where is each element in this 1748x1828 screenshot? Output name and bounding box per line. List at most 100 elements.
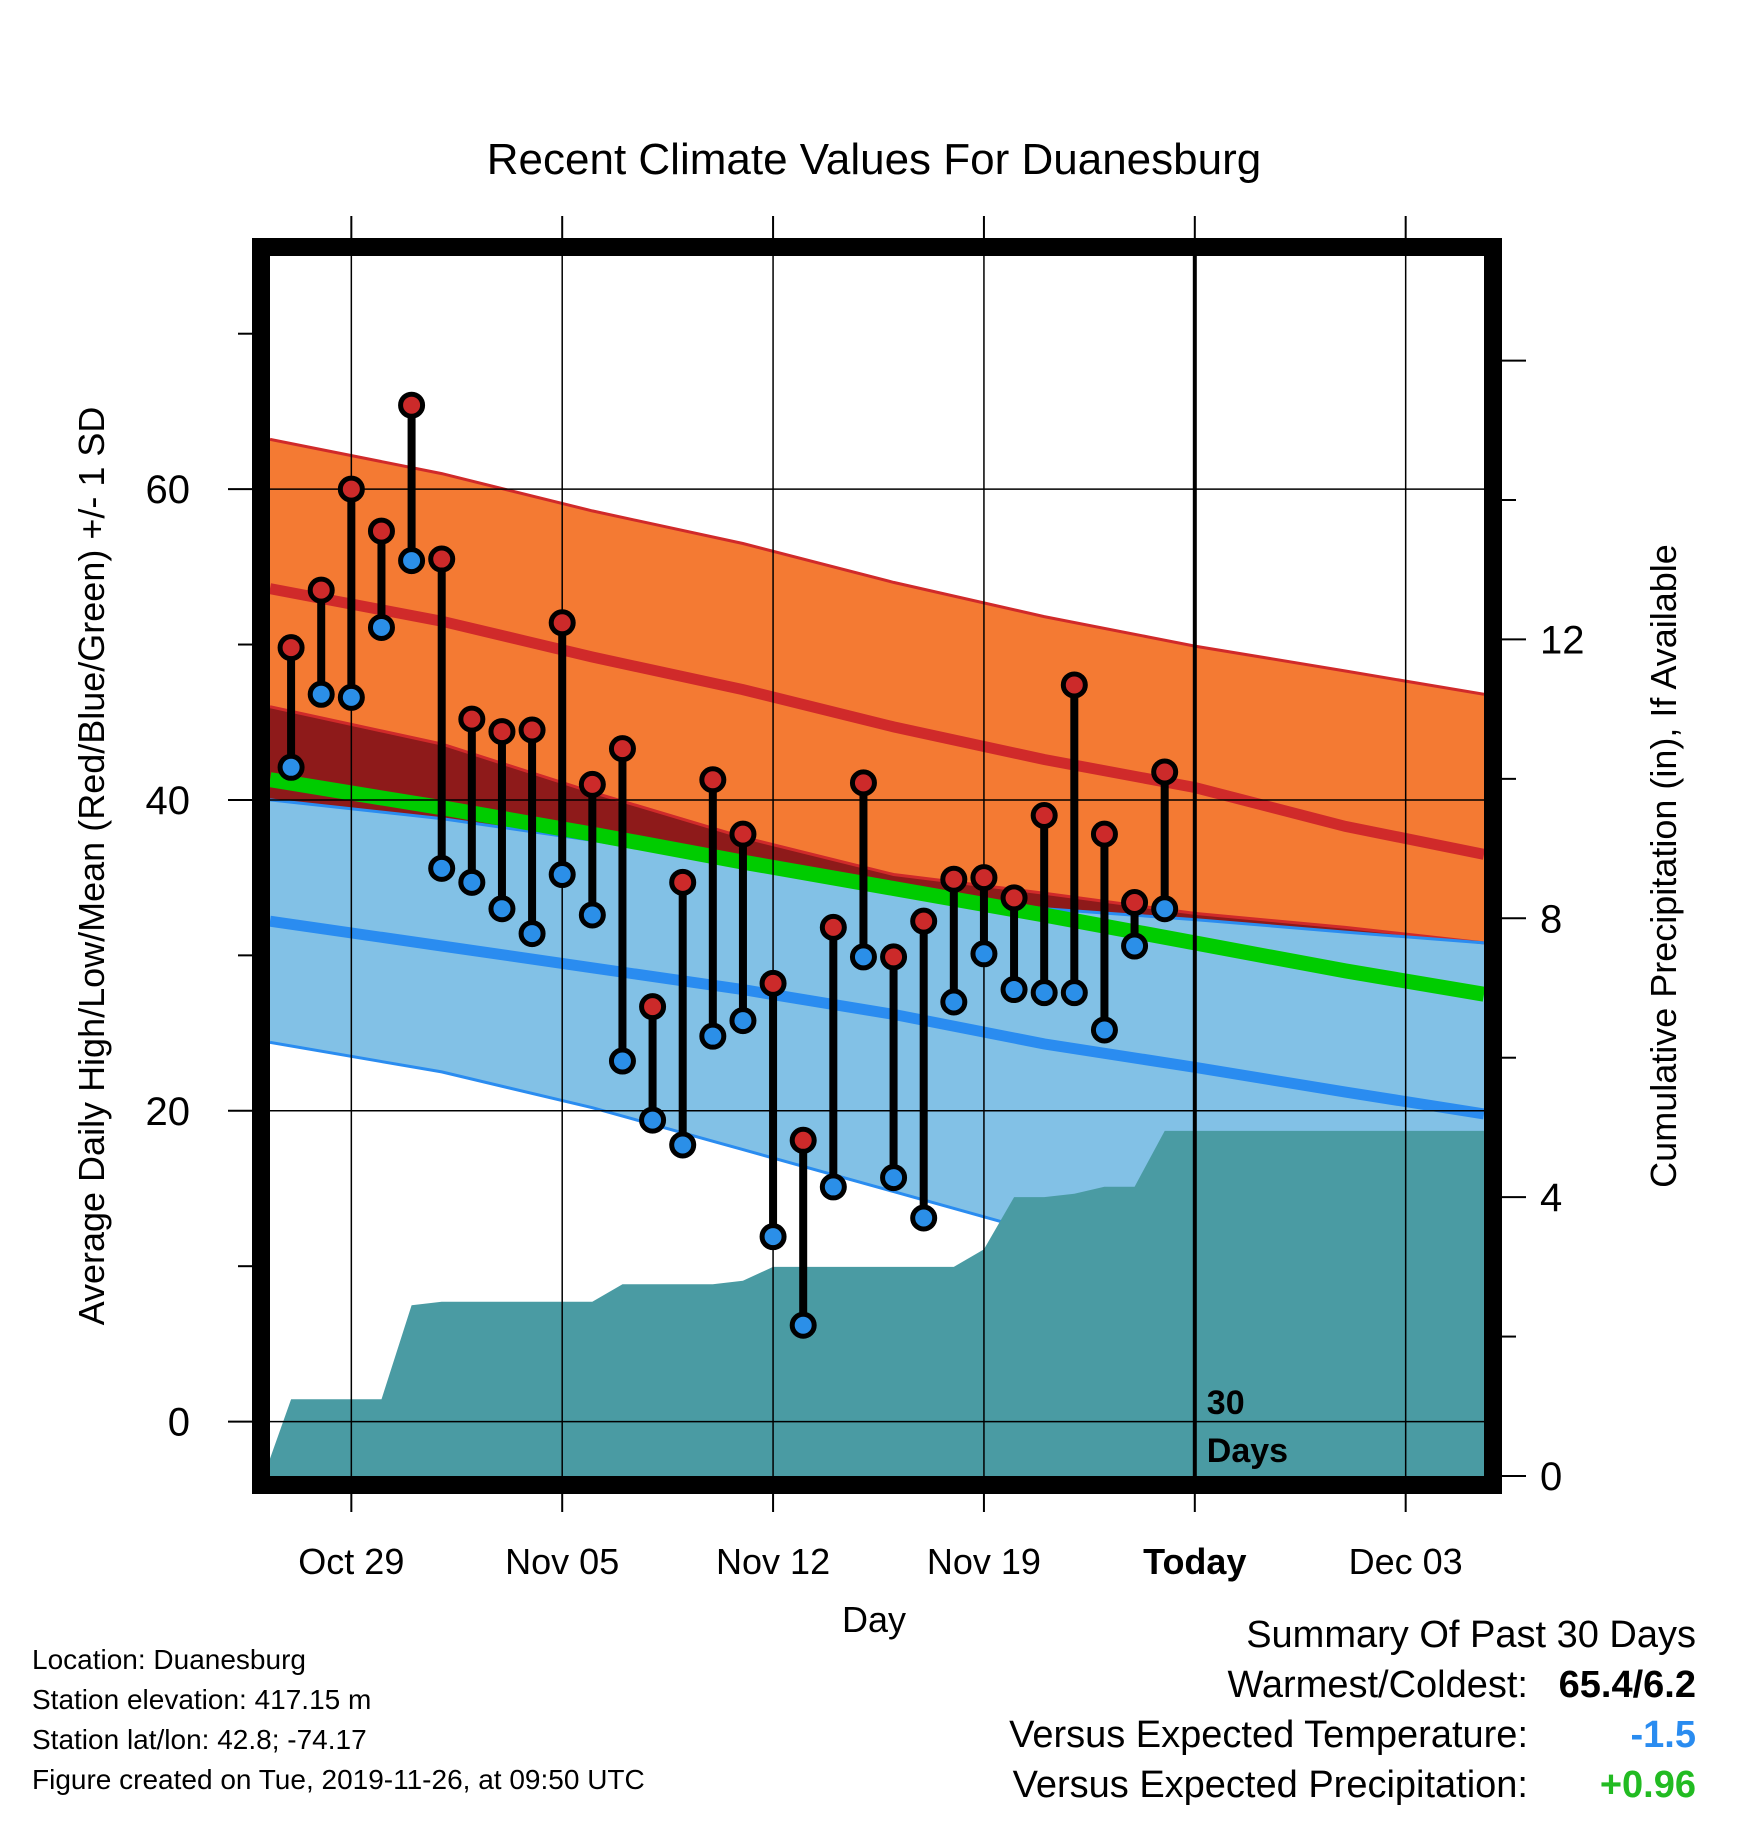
daily-high-point (518, 716, 546, 744)
daily-high-point (608, 735, 636, 763)
daily-low-point (669, 1131, 697, 1159)
daily-low-point (367, 613, 395, 641)
y2-tick-label: 8 (1540, 897, 1562, 941)
daily-high-point (337, 475, 365, 503)
daily-low-point (1090, 1016, 1118, 1044)
high-band-lower-edge (270, 705, 1484, 945)
today-annotation-line1: 30 (1207, 1384, 1245, 1422)
daily-low-point (277, 753, 305, 781)
daily-low-point (970, 940, 998, 968)
x-tick-label: Today (1143, 1541, 1246, 1582)
y-axis-label: Average Daily High/Low/Mean (Red/Blue/Gr… (71, 407, 112, 1326)
high-band-upper-edge (270, 437, 1484, 696)
daily-low-point (940, 988, 968, 1016)
daily-high-point (1090, 820, 1118, 848)
daily-high-point (1060, 671, 1088, 699)
warmest-coldest-value: 65.4/6.2 (1558, 1664, 1696, 1706)
daily-low-point (639, 1106, 667, 1134)
daily-high-point (458, 705, 486, 733)
y-tick-label: 20 (146, 1090, 191, 1134)
daily-low-point (458, 868, 486, 896)
station-info: Location: Duanesburg Station elevation: … (32, 1640, 645, 1800)
daily-low-point (518, 920, 546, 948)
daily-low-point (699, 1022, 727, 1050)
daily-high-point (428, 545, 456, 573)
daily-low-point (910, 1204, 938, 1232)
summary-heading: Summary Of Past 30 Days (1246, 1614, 1696, 1656)
warmest-coldest-label: Warmest/Coldest: (1227, 1664, 1528, 1706)
x-tick-label: Nov 05 (505, 1541, 619, 1582)
precipitation-area (270, 1130, 1484, 1476)
y2-axis-label: Cumulative Precipitation (in), If Availa… (1643, 544, 1684, 1188)
daily-low-point (548, 861, 576, 889)
daily-low-point (1030, 979, 1058, 1007)
daily-high-point (367, 517, 395, 545)
daily-low-point (398, 547, 426, 575)
daily-high-point (729, 820, 757, 848)
y2-tick-label: 4 (1540, 1176, 1562, 1220)
daily-high-point (910, 907, 938, 935)
daily-low-point (819, 1173, 847, 1201)
expected-precip-label: Versus Expected Precipitation: (1012, 1764, 1528, 1806)
daily-high-point (1121, 889, 1149, 917)
expected-temp-label: Versus Expected Temperature: (1009, 1714, 1528, 1756)
daily-high-point (1030, 801, 1058, 829)
y-tick-label: 40 (146, 779, 191, 823)
x-tick-label: Oct 29 (298, 1541, 404, 1582)
daily-high-point (398, 391, 426, 419)
daily-high-point (1000, 884, 1028, 912)
normal-mean-line (270, 772, 1484, 1002)
daily-high-point (277, 634, 305, 662)
daily-high-point (940, 865, 968, 893)
daily-low-point (1000, 976, 1028, 1004)
chart-title: Recent Climate Values For Duanesburg (487, 135, 1261, 184)
y2-tick-label: 12 (1540, 618, 1585, 662)
daily-low-point (880, 1164, 908, 1192)
normal-high-mean-line (270, 583, 1484, 860)
daily-high-point (548, 609, 576, 637)
daily-high-point (880, 943, 908, 971)
created-text: Figure created on Tue, 2019-11-26, at 09… (32, 1764, 645, 1795)
today-annotation-line2: Days (1207, 1432, 1288, 1470)
daily-high-point (578, 770, 606, 798)
daily-low-point (729, 1007, 757, 1035)
daily-high-point (819, 913, 847, 941)
daily-high-point (699, 766, 727, 794)
daily-high-point (669, 868, 697, 896)
location-text: Location: Duanesburg (32, 1644, 306, 1675)
x-tick-label: Nov 12 (716, 1541, 830, 1582)
daily-low-point (759, 1223, 787, 1251)
normal-high-band (270, 439, 1484, 943)
daily-low-point (789, 1311, 817, 1339)
x-tick-label: Dec 03 (1349, 1541, 1463, 1582)
y2-tick-label: 0 (1540, 1455, 1562, 1499)
y-tick-label: 60 (146, 468, 191, 512)
expected-temp-value: -1.5 (1630, 1714, 1696, 1756)
expected-precip-value: +0.96 (1599, 1764, 1696, 1806)
x-axis-label: Day (842, 1599, 906, 1640)
daily-low-point (608, 1047, 636, 1075)
daily-low-point (1121, 932, 1149, 960)
x-tick-label: Nov 19 (927, 1541, 1041, 1582)
elevation-text: Station elevation: 417.15 m (32, 1684, 372, 1715)
daily-high-point (1151, 758, 1179, 786)
daily-low-point (337, 683, 365, 711)
daily-high-point (639, 993, 667, 1021)
daily-high-point (849, 769, 877, 797)
latlon-text: Station lat/lon: 42.8; -74.17 (32, 1724, 367, 1755)
summary-panel: Summary Of Past 30 Days Warmest/Coldest:… (1009, 1610, 1696, 1810)
daily-high-point (970, 864, 998, 892)
daily-low-point (849, 943, 877, 971)
normal-bands (270, 437, 1484, 1476)
daily-low-point (428, 854, 456, 882)
daily-high-point (789, 1126, 817, 1154)
daily-high-point (759, 969, 787, 997)
daily-low-point (1060, 979, 1088, 1007)
daily-low-point (307, 680, 335, 708)
data-marks (277, 256, 1197, 1476)
daily-low-point (1151, 895, 1179, 923)
daily-low-point (488, 895, 516, 923)
daily-low-point (578, 901, 606, 929)
daily-high-point (488, 718, 516, 746)
